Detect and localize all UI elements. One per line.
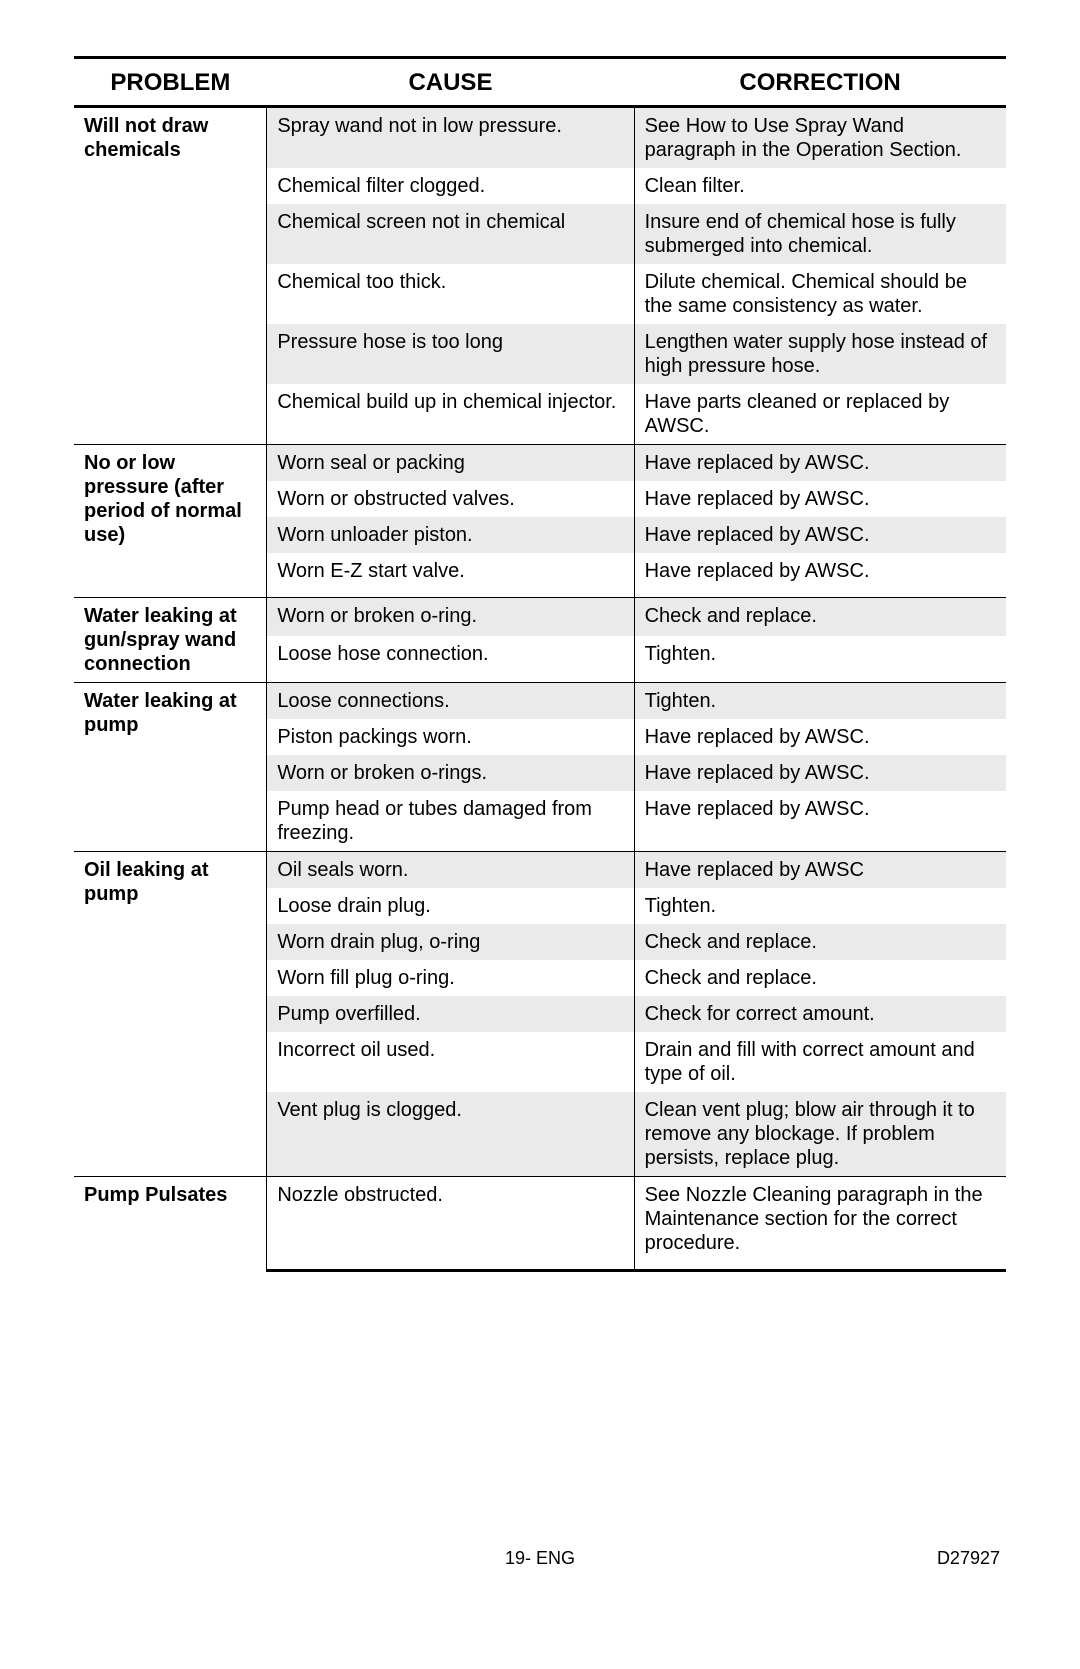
- problem-cell: Water leaking at gun/spray wand connecti…: [74, 598, 267, 683]
- cause-cell: Worn drain plug, o-ring: [267, 924, 634, 960]
- correction-cell: See Nozzle Cleaning paragraph in the Mai…: [634, 1177, 1006, 1262]
- correction-cell: Have replaced by AWSC: [634, 852, 1006, 889]
- correction-cell: Check and replace.: [634, 960, 1006, 996]
- col-header-correction: CORRECTION: [634, 58, 1006, 107]
- cause-cell: Oil seals worn.: [267, 852, 634, 889]
- correction-cell: Clean filter.: [634, 168, 1006, 204]
- cause-cell: Chemical screen not in chemical: [267, 204, 634, 264]
- cause-cell: Incorrect oil used.: [267, 1032, 634, 1092]
- cause-cell: Nozzle obstructed.: [267, 1177, 634, 1262]
- cause-cell: Loose connections.: [267, 683, 634, 720]
- correction-cell: Clean vent plug; blow air through it to …: [634, 1092, 1006, 1177]
- page-footer: 19- ENG D27927: [0, 1548, 1080, 1569]
- correction-cell: Lengthen water supply hose instead of hi…: [634, 324, 1006, 384]
- cause-cell: Chemical filter clogged.: [267, 168, 634, 204]
- correction-cell: Have replaced by AWSC.: [634, 445, 1006, 482]
- cause-cell: Spray wand not in low pressure.: [267, 107, 634, 169]
- cause-cell: Chemical too thick.: [267, 264, 634, 324]
- cause-cell: Loose drain plug.: [267, 888, 634, 924]
- problem-cell: Oil leaking at pump: [74, 852, 267, 1177]
- cause-cell: Worn unloader piston.: [267, 517, 634, 553]
- table-body: Will not draw chemicalsSpray wand not in…: [74, 107, 1006, 1271]
- correction-cell: Drain and fill with correct amount and t…: [634, 1032, 1006, 1092]
- cause-cell: Piston packings worn.: [267, 719, 634, 755]
- correction-cell: Have parts cleaned or replaced by AWSC.: [634, 384, 1006, 445]
- troubleshooting-table: PROBLEM CAUSE CORRECTION Will not draw c…: [74, 56, 1006, 1272]
- problem-cell: Water leaking at pump: [74, 683, 267, 852]
- cause-cell: Worn E-Z start valve.: [267, 553, 634, 589]
- correction-cell: Dilute chemical. Chemical should be the …: [634, 264, 1006, 324]
- cause-cell: Worn or broken o-rings.: [267, 755, 634, 791]
- cause-cell: Pressure hose is too long: [267, 324, 634, 384]
- table-header: PROBLEM CAUSE CORRECTION: [74, 58, 1006, 107]
- footer-doc-id: D27927: [937, 1548, 1000, 1569]
- cause-cell: Loose hose connection.: [267, 636, 634, 674]
- correction-cell: Tighten.: [634, 683, 1006, 720]
- problem-cell: Pump Pulsates: [74, 1177, 267, 1271]
- correction-cell: Have replaced by AWSC.: [634, 719, 1006, 755]
- table-row: Will not draw chemicalsSpray wand not in…: [74, 107, 1006, 169]
- table-row: Oil leaking at pumpOil seals worn.Have r…: [74, 852, 1006, 889]
- correction-cell: Check for correct amount.: [634, 996, 1006, 1032]
- correction-cell: Have replaced by AWSC.: [634, 755, 1006, 791]
- page: PROBLEM CAUSE CORRECTION Will not draw c…: [0, 0, 1080, 1669]
- correction-cell: Check and replace.: [634, 598, 1006, 637]
- correction-cell: Have replaced by AWSC.: [634, 791, 1006, 852]
- cause-cell: Pump overfilled.: [267, 996, 634, 1032]
- table-row: Pump PulsatesNozzle obstructed.See Nozzl…: [74, 1177, 1006, 1262]
- correction-cell: Tighten.: [634, 636, 1006, 674]
- correction-cell: Insure end of chemical hose is fully sub…: [634, 204, 1006, 264]
- cause-cell: Worn or obstructed valves.: [267, 481, 634, 517]
- cause-cell: Pump head or tubes damaged from freezing…: [267, 791, 634, 852]
- col-header-problem: PROBLEM: [74, 58, 267, 107]
- table-row: Water leaking at pumpLoose connections.T…: [74, 683, 1006, 720]
- correction-cell: Tighten.: [634, 888, 1006, 924]
- footer-page-number: 19- ENG: [0, 1548, 1080, 1569]
- problem-cell: Will not draw chemicals: [74, 107, 267, 445]
- problem-cell: No or low pressure (after period of norm…: [74, 445, 267, 598]
- correction-cell: Have replaced by AWSC.: [634, 553, 1006, 589]
- cause-cell: Chemical build up in chemical injector.: [267, 384, 634, 445]
- col-header-cause: CAUSE: [267, 58, 634, 107]
- cause-cell: Worn seal or packing: [267, 445, 634, 482]
- correction-cell: Have replaced by AWSC.: [634, 481, 1006, 517]
- correction-cell: See How to Use Spray Wand paragraph in t…: [634, 107, 1006, 169]
- cause-cell: Worn fill plug o-ring.: [267, 960, 634, 996]
- cause-cell: Vent plug is clogged.: [267, 1092, 634, 1177]
- table-row: No or low pressure (after period of norm…: [74, 445, 1006, 482]
- table-row: Water leaking at gun/spray wand connecti…: [74, 598, 1006, 637]
- correction-cell: Check and replace.: [634, 924, 1006, 960]
- correction-cell: Have replaced by AWSC.: [634, 517, 1006, 553]
- cause-cell: Worn or broken o-ring.: [267, 598, 634, 637]
